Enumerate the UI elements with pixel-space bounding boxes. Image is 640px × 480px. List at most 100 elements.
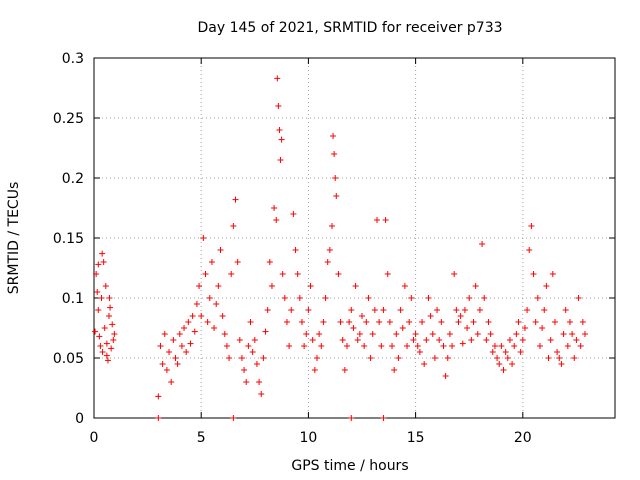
data-point [288, 307, 295, 313]
data-point [110, 337, 117, 343]
data-point [524, 307, 531, 313]
y-axis-label: SRMTID / TECUs [6, 182, 22, 295]
data-point [251, 337, 258, 343]
data-point [341, 367, 348, 373]
data-point [526, 247, 533, 253]
data-point [281, 295, 288, 301]
data-point [228, 271, 235, 277]
data-point [223, 343, 230, 349]
data-point [556, 355, 563, 361]
data-point [421, 361, 428, 367]
data-point [569, 331, 576, 337]
data-point [96, 333, 103, 340]
data-point [268, 283, 275, 289]
data-point [504, 355, 511, 361]
y-tick-label: 0.2 [62, 171, 84, 187]
data-point [161, 331, 168, 337]
data-point [575, 295, 582, 301]
data-point [213, 301, 220, 307]
data-point [369, 331, 376, 337]
data-point [211, 325, 218, 331]
data-point [354, 337, 361, 343]
data-point [232, 196, 239, 203]
data-point [172, 355, 179, 361]
data-point [414, 343, 421, 349]
y-tick-label: 0.3 [62, 51, 84, 67]
data-point [453, 307, 460, 313]
data-point [198, 313, 205, 319]
data-point [109, 321, 116, 328]
data-point [206, 295, 213, 301]
data-point [245, 343, 252, 349]
data-point [361, 343, 368, 349]
data-point [393, 331, 400, 337]
data-point [455, 319, 462, 325]
data-point [444, 355, 451, 361]
y-tick-label: 0.05 [53, 351, 84, 367]
data-point [397, 307, 404, 313]
data-point [564, 343, 571, 349]
y-tick-label: 0.1 [62, 291, 84, 307]
data-point [106, 295, 113, 301]
data-point [238, 355, 245, 361]
data-point [483, 337, 490, 343]
data-point [359, 313, 366, 319]
data-point [547, 337, 554, 343]
data-point [234, 259, 241, 265]
data-point [442, 373, 449, 379]
data-point [348, 307, 355, 313]
data-point [100, 259, 107, 265]
data-point [243, 379, 250, 385]
data-point [316, 331, 323, 337]
data-point [376, 319, 383, 325]
data-point [476, 307, 483, 313]
data-point [191, 328, 198, 335]
y-tick-label: 0 [75, 411, 84, 427]
data-point [168, 379, 175, 385]
data-point [378, 343, 385, 349]
data-point [470, 319, 477, 325]
data-point [343, 343, 350, 349]
data-point [286, 343, 293, 349]
data-point [371, 307, 378, 313]
data-point [560, 331, 567, 337]
data-point [322, 295, 329, 301]
data-point [215, 283, 222, 289]
data-point [412, 331, 419, 337]
data-point [204, 319, 211, 325]
data-point [350, 325, 357, 331]
data-point [178, 343, 185, 349]
data-point [425, 295, 432, 301]
data-point [500, 367, 507, 373]
x-tick-label: 15 [407, 430, 425, 446]
data-point [273, 217, 280, 223]
data-point [200, 235, 207, 241]
data-point [566, 319, 573, 325]
data-point [468, 337, 475, 343]
data-point [253, 361, 260, 367]
data-point [446, 331, 453, 337]
data-point [474, 331, 481, 337]
data-point [236, 337, 243, 343]
data-point [489, 349, 496, 355]
data-point [487, 331, 494, 337]
grid [94, 58, 615, 418]
data-point [521, 325, 528, 331]
data-point [219, 313, 226, 319]
data-point [337, 319, 344, 325]
data-point [159, 361, 166, 367]
data-point [324, 259, 331, 265]
data-point [541, 307, 548, 313]
data-point [408, 295, 415, 301]
data-point [352, 283, 359, 289]
data-point [429, 331, 436, 337]
data-point [275, 103, 282, 109]
data-point [98, 295, 105, 301]
data-point [313, 355, 320, 361]
data-point [103, 352, 110, 359]
data-point [571, 355, 578, 361]
data-point [193, 301, 200, 307]
data-point [249, 349, 256, 355]
data-point [577, 343, 584, 349]
data-point [491, 343, 498, 349]
